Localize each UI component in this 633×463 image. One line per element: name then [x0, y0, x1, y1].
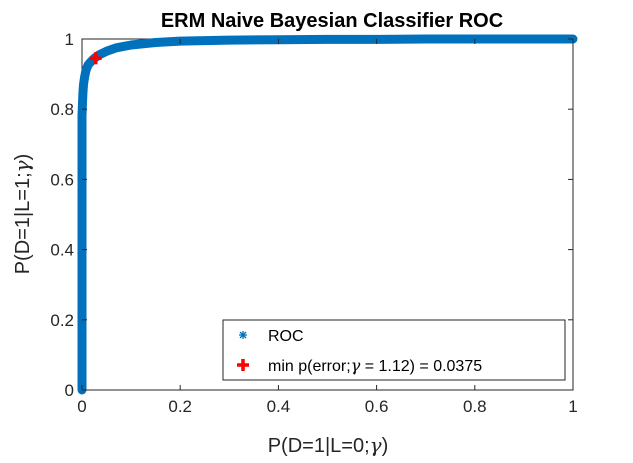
- y-tick-label: 0.8: [50, 100, 74, 119]
- roc-point: [78, 280, 86, 289]
- legend-roc-label: ROC: [268, 328, 304, 345]
- legend: ROC min p(error;γ = 1.12) = 0.0375: [222, 319, 566, 381]
- roc-point: [78, 98, 87, 107]
- y-tick-label: 0.4: [50, 241, 74, 260]
- x-tick-label: 0.8: [463, 397, 487, 416]
- legend-min-error-label: min p(error;γ = 1.12) = 0.0375: [268, 356, 482, 375]
- legend-box: [222, 319, 566, 381]
- x-tick-label: 0.6: [365, 397, 389, 416]
- roc-point: [79, 87, 87, 96]
- roc-point: [80, 73, 89, 82]
- x-axis-ticks: 0 0.2 0.4 0.6 0.8 1: [77, 39, 578, 416]
- roc-point: [519, 35, 528, 43]
- chart-title: ERM Naive Bayesian Classifier ROC: [161, 10, 503, 32]
- x-tick-label: 0.2: [168, 397, 192, 416]
- roc-point: [112, 43, 121, 52]
- roc-point: [78, 350, 86, 359]
- x-tick-label: 1: [568, 397, 577, 416]
- x-tick-label: 0.4: [267, 397, 291, 416]
- y-tick-label: 1: [65, 30, 74, 49]
- roc-point: [323, 35, 332, 44]
- roc-point: [79, 80, 88, 89]
- y-tick-label: 0.2: [50, 311, 74, 330]
- min-error-series: [89, 52, 102, 65]
- roc-point: [78, 210, 86, 219]
- legend-roc-marker: [239, 331, 247, 339]
- roc-point: [78, 140, 86, 149]
- y-tick-label: 0.6: [50, 170, 74, 189]
- roc-point: [127, 41, 136, 49]
- roc-point: [78, 112, 86, 121]
- roc-point: [225, 36, 234, 45]
- roc-point: [102, 47, 111, 56]
- legend-min-error-marker: [237, 359, 249, 371]
- roc-point: [151, 38, 160, 47]
- x-axis-label: P(D=1|L=0;γ): [268, 433, 389, 457]
- y-axis-ticks: 0 0.2 0.4 0.6 0.8 1: [50, 30, 573, 400]
- y-axis-label: P(D=1|L=1;γ): [10, 154, 34, 275]
- roc-point: [421, 35, 430, 43]
- min-error-point: [89, 52, 102, 65]
- y-tick-label: 0: [65, 381, 74, 400]
- x-tick-label: 0: [77, 397, 86, 416]
